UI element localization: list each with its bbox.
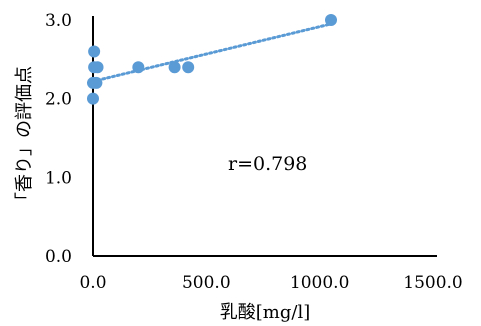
y-axis-title: 「香り」の評価点 [14, 66, 35, 210]
trendline-line [91, 22, 333, 83]
data-point [91, 61, 104, 74]
y-tick-label: 2.0 [45, 90, 72, 110]
data-point [168, 61, 181, 74]
data-point [88, 45, 101, 58]
x-tick-label: 1000.0 [290, 273, 349, 293]
y-tick-label: 0.0 [45, 247, 72, 267]
x-tick-label: 0.0 [79, 273, 106, 293]
correlation-annotation: r=0.798 [228, 153, 307, 175]
data-point [87, 92, 99, 105]
x-tick-labels: 0.0 500.0 1000.0 1500.0 [79, 273, 462, 293]
axes [92, 16, 437, 257]
y-tick-label: 1.0 [45, 168, 72, 188]
data-points [87, 14, 337, 105]
data-point [182, 61, 195, 74]
y-tick-label: 3.0 [45, 11, 72, 31]
data-point [132, 61, 145, 74]
data-point [325, 14, 337, 26]
y-tick-labels: 0.0 1.0 2.0 3.0 [45, 11, 72, 267]
x-tick-label: 500.0 [182, 273, 231, 293]
x-axis-title: 乳酸[mg/l] [220, 302, 310, 323]
data-point [90, 76, 103, 89]
x-tick-label: 1500.0 [403, 273, 462, 293]
trendline [91, 22, 333, 83]
